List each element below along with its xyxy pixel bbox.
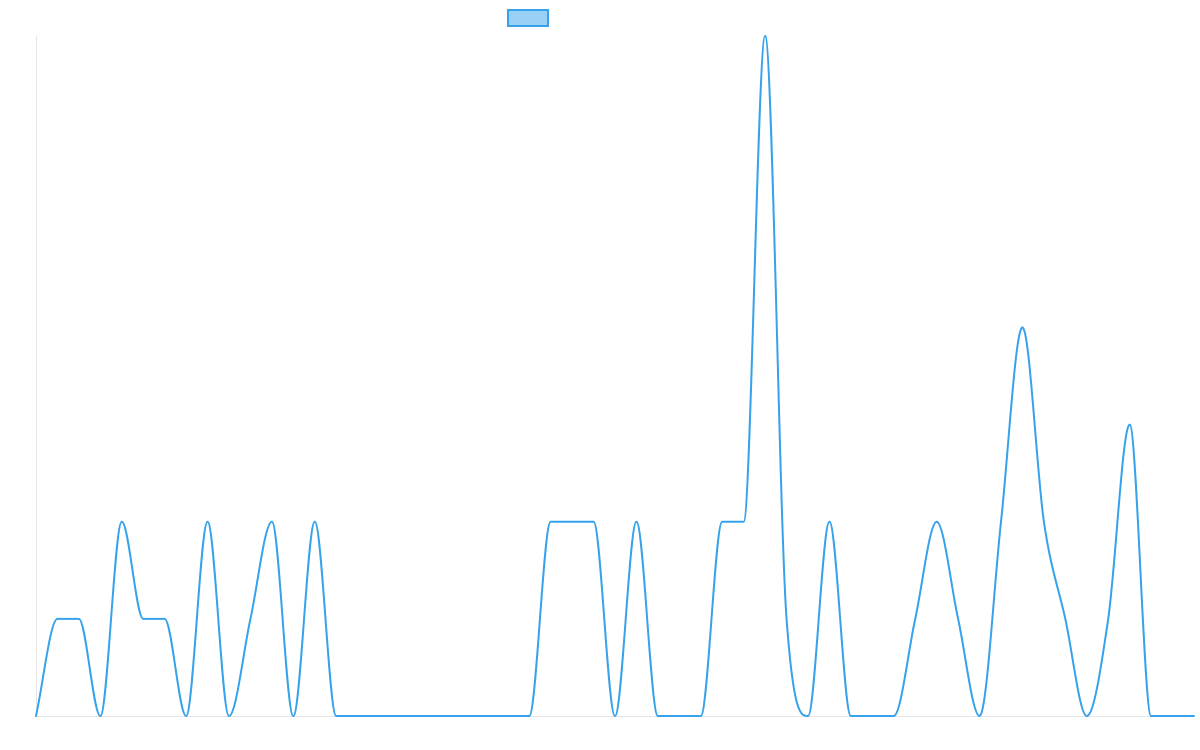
data-point-15[interactable] (332, 712, 340, 720)
data-point-5[interactable] (118, 518, 126, 526)
data-point-39[interactable] (847, 712, 855, 720)
data-point-13[interactable] (289, 712, 297, 720)
data-point-3[interactable] (75, 615, 83, 623)
data-point-30[interactable] (654, 712, 662, 720)
data-point-31[interactable] (675, 712, 683, 720)
data-point-25[interactable] (547, 518, 555, 526)
data-point-21[interactable] (461, 712, 469, 720)
data-point-43[interactable] (933, 518, 941, 526)
data-point-12[interactable] (268, 518, 276, 526)
data-point-14[interactable] (311, 518, 319, 526)
data-point-18[interactable] (397, 712, 405, 720)
data-point-11[interactable] (246, 615, 254, 623)
data-point-40[interactable] (868, 712, 876, 720)
data-point-9[interactable] (204, 518, 212, 526)
data-point-2[interactable] (53, 615, 61, 623)
data-point-33[interactable] (718, 518, 726, 526)
data-point-20[interactable] (439, 712, 447, 720)
data-point-52[interactable] (1126, 421, 1134, 429)
data-point-19[interactable] (418, 712, 426, 720)
data-point-48[interactable] (1040, 518, 1048, 526)
legend-swatch[interactable] (507, 9, 549, 27)
data-point-22[interactable] (482, 712, 490, 720)
data-point-42[interactable] (911, 615, 919, 623)
data-point-6[interactable] (139, 615, 147, 623)
data-point-7[interactable] (161, 615, 169, 623)
data-point-37[interactable] (804, 712, 812, 720)
data-point-23[interactable] (504, 712, 512, 720)
data-point-49[interactable] (1061, 615, 1069, 623)
data-point-16[interactable] (354, 712, 362, 720)
data-point-28[interactable] (611, 712, 619, 720)
data-point-26[interactable] (568, 518, 576, 526)
data-point-50[interactable] (1083, 712, 1091, 720)
data-point-35[interactable] (761, 32, 769, 40)
data-point-38[interactable] (825, 518, 833, 526)
data-point-4[interactable] (96, 712, 104, 720)
data-point-24[interactable] (525, 712, 533, 720)
data-points (32, 32, 1198, 720)
data-point-53[interactable] (1147, 712, 1155, 720)
data-point-46[interactable] (997, 518, 1005, 526)
data-point-36[interactable] (783, 615, 791, 623)
data-point-32[interactable] (697, 712, 705, 720)
data-point-10[interactable] (225, 712, 233, 720)
data-point-8[interactable] (182, 712, 190, 720)
data-point-47[interactable] (1018, 323, 1026, 331)
data-point-41[interactable] (890, 712, 898, 720)
data-point-55[interactable] (1190, 712, 1198, 720)
data-point-17[interactable] (375, 712, 383, 720)
data-point-44[interactable] (954, 615, 962, 623)
data-point-51[interactable] (1104, 615, 1112, 623)
data-point-29[interactable] (632, 518, 640, 526)
data-point-54[interactable] (1169, 712, 1177, 720)
data-point-1[interactable] (32, 712, 40, 720)
series-line (35, 35, 1195, 717)
data-point-45[interactable] (976, 712, 984, 720)
data-point-27[interactable] (590, 518, 598, 526)
legend (507, 9, 549, 27)
data-point-34[interactable] (740, 518, 748, 526)
